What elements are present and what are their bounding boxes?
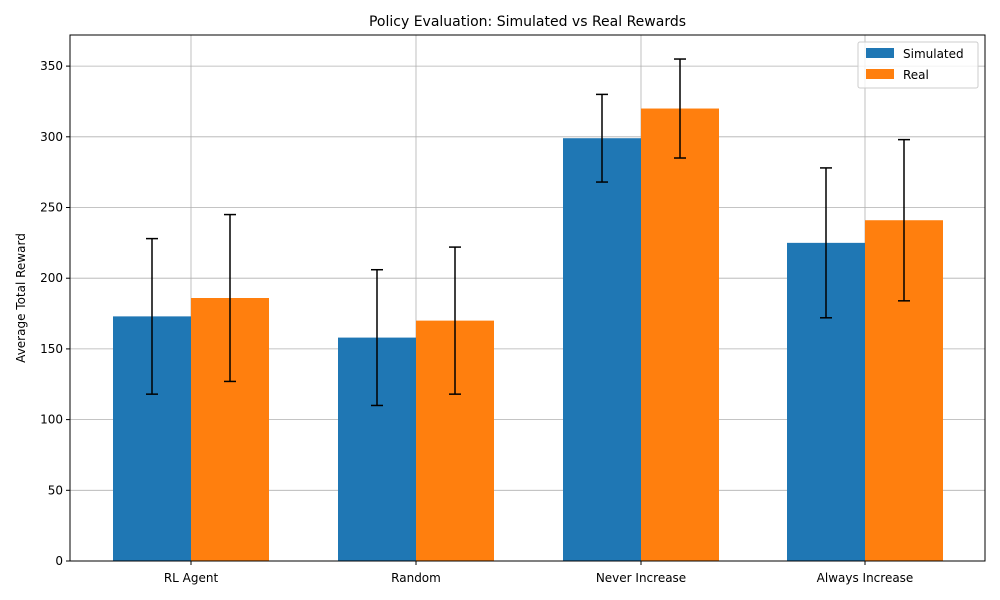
- legend-swatch-real: [866, 69, 894, 79]
- error-bars: [146, 58, 910, 407]
- bars: [113, 108, 943, 561]
- x-tick-label: Always Increase: [817, 571, 914, 585]
- x-tick-label: RL Agent: [164, 571, 219, 585]
- y-axis-ticks: 0 50 100 150 200 250 300 350: [40, 59, 70, 568]
- y-tick-label: 150: [40, 342, 63, 356]
- y-tick-label: 350: [40, 59, 63, 73]
- y-tick-label: 0: [55, 554, 63, 568]
- bar-simulated-never-increase: [563, 138, 641, 561]
- x-axis-ticks: RL Agent Random Never Increase Always Incre…: [164, 561, 914, 585]
- chart-title: Policy Evaluation: Simulated vs Real Rew…: [369, 14, 686, 30]
- legend-swatch-simulated: [866, 48, 894, 58]
- legend: Simulated Real: [857, 41, 979, 89]
- plot-frame: [69, 34, 986, 562]
- y-tick-label: 100: [40, 413, 63, 427]
- y-tick-label: 200: [40, 271, 63, 285]
- x-tick-label: Random: [391, 571, 441, 585]
- legend-label-real: Real: [903, 68, 929, 82]
- legend-label-simulated: Simulated: [903, 47, 964, 61]
- y-tick-label: 50: [48, 483, 63, 497]
- y-axis-label: Average Total Reward: [14, 233, 28, 363]
- bar-real-never-increase: [641, 108, 719, 561]
- y-tick-label: 250: [40, 201, 63, 215]
- y-tick-label: 300: [40, 130, 63, 144]
- x-tick-label: Never Increase: [596, 571, 686, 585]
